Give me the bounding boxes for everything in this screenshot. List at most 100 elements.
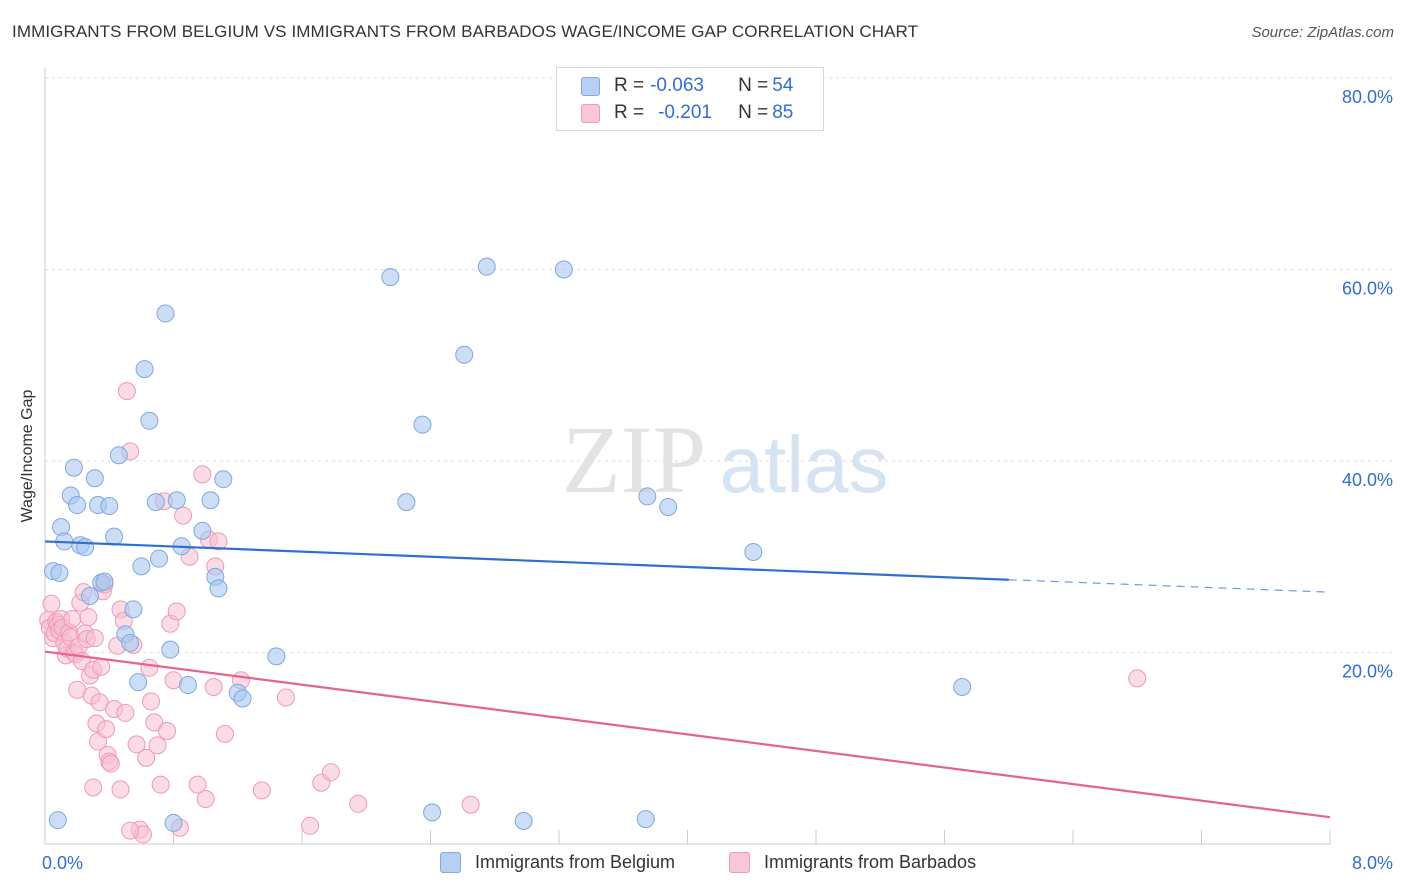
- correlation-legend: R = -0.063 N = 54 R = -0.201 N = 85: [556, 67, 824, 131]
- trend-lines: [44, 540, 1331, 819]
- belgium-point: [636, 810, 655, 829]
- belgium-point: [178, 676, 197, 695]
- barbados-r-value: -0.201: [658, 102, 712, 123]
- bottom-belgium-swatch: [440, 852, 461, 873]
- belgium-point: [209, 579, 228, 598]
- belgium-point: [105, 527, 124, 546]
- belgium-point: [129, 673, 148, 692]
- barbados-point: [301, 816, 320, 835]
- barbados-point: [140, 658, 159, 677]
- watermark-zip: ZIP: [562, 406, 706, 513]
- barbados-point: [117, 382, 136, 401]
- barbados-point: [174, 506, 193, 525]
- belgium-point: [76, 538, 95, 557]
- barbados-point: [121, 821, 140, 840]
- belgium-point: [201, 491, 220, 510]
- y-tick-label: 80.0%: [1342, 87, 1393, 107]
- belgium-point: [193, 521, 212, 540]
- belgium-point: [233, 689, 252, 708]
- barbados-point: [167, 602, 186, 621]
- axes: [44, 68, 1331, 845]
- source-label: Source: ZipAtlas.com: [1251, 24, 1394, 41]
- barbados-point: [188, 775, 207, 794]
- belgium-swatch: [581, 76, 600, 96]
- barbados-point: [321, 763, 340, 782]
- barbados-point: [92, 657, 111, 676]
- barbados-point: [85, 629, 104, 648]
- barbados-point: [158, 722, 177, 741]
- bottom-belgium-label: Immigrants from Belgium: [475, 852, 676, 872]
- belgium-point: [68, 496, 87, 515]
- belgium-point: [267, 647, 286, 666]
- belgium-point: [132, 557, 151, 576]
- barbados-point: [196, 789, 215, 808]
- belgium-point: [109, 446, 128, 465]
- bottom-barbados-swatch: [729, 852, 750, 873]
- belgium-point: [167, 491, 186, 510]
- belgium-point: [638, 487, 657, 506]
- belgium-point: [48, 811, 67, 830]
- barbados-point: [145, 713, 164, 732]
- belgium-r-value: -0.063: [650, 75, 704, 96]
- belgium-point: [514, 812, 533, 831]
- belgium-point: [397, 493, 416, 512]
- barbados-point: [193, 465, 212, 484]
- barbados-point: [101, 754, 120, 773]
- barbados-point: [116, 703, 135, 722]
- barbados-trend-line: [44, 650, 1331, 819]
- grid: [45, 77, 1392, 653]
- belgium-point: [146, 493, 165, 512]
- belgium-point: [85, 469, 104, 488]
- belgium-point: [140, 411, 159, 430]
- belgium-n-label: N =: [738, 75, 769, 96]
- belgium-point: [659, 497, 678, 516]
- barbados-point: [209, 532, 228, 551]
- barbados-point: [42, 594, 61, 613]
- barbados-point: [204, 677, 223, 696]
- barbados-point: [137, 748, 156, 767]
- barbados-point: [148, 736, 167, 755]
- belgium-point: [413, 415, 432, 434]
- belgium-point: [100, 497, 119, 516]
- barbados-point: [127, 735, 146, 754]
- belgium-point: [953, 677, 972, 696]
- bottom-legend-belgium: Immigrants from Belgium: [440, 852, 675, 873]
- belgium-point: [164, 813, 183, 832]
- belgium-point: [156, 304, 175, 323]
- belgium-point: [477, 257, 496, 276]
- legend-row-barbados: R = -0.201 N = 85: [581, 101, 793, 125]
- barbados-point: [97, 720, 116, 739]
- belgium-point: [64, 458, 83, 477]
- barbados-point: [111, 780, 130, 799]
- y-tick-label: 20.0%: [1342, 662, 1393, 682]
- belgium-trend-line: [44, 540, 1009, 581]
- belgium-point: [50, 564, 69, 583]
- bottom-legend-barbados: Immigrants from Barbados: [729, 852, 976, 873]
- barbados-r-label: R =: [614, 102, 645, 123]
- belgium-point: [135, 360, 154, 379]
- x-tick-label: 0.0%: [42, 853, 83, 873]
- barbados-point: [79, 608, 98, 627]
- belgium-point: [121, 633, 140, 652]
- belgium-point: [95, 572, 114, 591]
- belgium-point: [124, 600, 143, 619]
- watermark: ZIP atlas: [562, 406, 888, 513]
- belgium-point: [455, 345, 474, 364]
- barbados-n-label: N =: [738, 102, 769, 123]
- barbados-point: [215, 724, 234, 743]
- barbados-n-value: 85: [772, 102, 794, 123]
- barbados-point: [1128, 669, 1147, 688]
- barbados-point: [349, 794, 368, 813]
- barbados-swatch: [581, 103, 600, 123]
- y-axis-label: Wage/Income Gap: [19, 389, 36, 523]
- barbados-point: [84, 778, 103, 797]
- x-tick-label: 8.0%: [1352, 853, 1393, 873]
- belgium-point: [744, 542, 763, 561]
- watermark-atlas: atlas: [720, 420, 889, 509]
- barbados-point: [276, 688, 295, 707]
- belgium-point: [80, 587, 99, 606]
- belgium-r-label: R =: [614, 75, 645, 96]
- belgium-point: [150, 549, 169, 568]
- barbados-point: [252, 781, 271, 800]
